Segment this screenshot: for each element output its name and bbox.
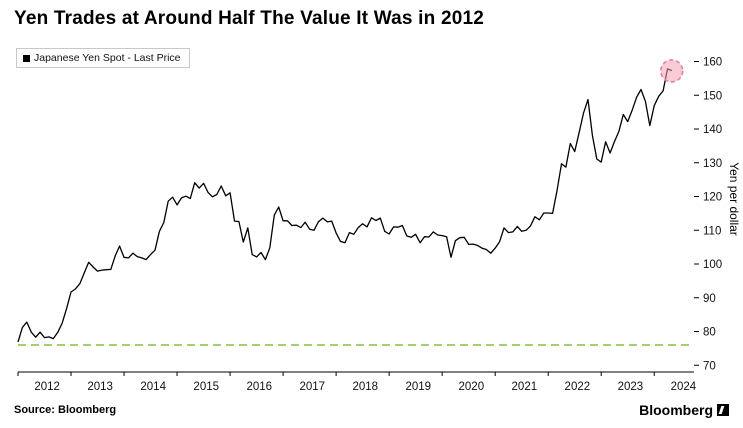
legend: Japanese Yen Spot - Last Price xyxy=(16,48,190,68)
svg-text:2023: 2023 xyxy=(618,381,644,393)
svg-text:70: 70 xyxy=(703,360,716,372)
footer: Source: Bloomberg Bloomberg xyxy=(0,400,743,420)
svg-text:130: 130 xyxy=(703,158,722,170)
svg-text:2022: 2022 xyxy=(565,381,591,393)
svg-text:2024: 2024 xyxy=(671,381,697,393)
svg-text:2020: 2020 xyxy=(459,381,485,393)
bloomberg-mark-icon xyxy=(717,404,729,416)
svg-text:2012: 2012 xyxy=(34,381,60,393)
svg-text:2021: 2021 xyxy=(512,381,538,393)
svg-text:2016: 2016 xyxy=(246,381,272,393)
svg-text:90: 90 xyxy=(703,293,716,305)
legend-label: Japanese Yen Spot - Last Price xyxy=(34,52,181,64)
svg-text:80: 80 xyxy=(703,327,716,339)
svg-text:2015: 2015 xyxy=(193,381,219,393)
svg-text:2018: 2018 xyxy=(352,381,378,393)
svg-text:110: 110 xyxy=(703,225,721,237)
bloomberg-wordmark: Bloomberg xyxy=(639,402,713,418)
source-label: Source: Bloomberg xyxy=(14,404,117,416)
chart-svg: 2012 2013 2014 2015 2016 2017 2018 2019 2020 2021… xyxy=(17,57,722,393)
svg-text:2017: 2017 xyxy=(299,381,325,393)
svg-text:150: 150 xyxy=(703,90,722,102)
svg-text:120: 120 xyxy=(703,192,722,204)
svg-text:2013: 2013 xyxy=(87,381,113,393)
legend-swatch-icon xyxy=(23,54,30,62)
svg-text:2014: 2014 xyxy=(140,381,166,393)
svg-text:2019: 2019 xyxy=(406,381,432,393)
chart-title: Yen Trades at Around Half The Value It W… xyxy=(14,8,485,29)
svg-text:100: 100 xyxy=(703,259,722,271)
y-axis-title: Yen per dollar xyxy=(727,162,741,236)
svg-text:160: 160 xyxy=(703,57,722,69)
bloomberg-logo: Bloomberg xyxy=(639,402,729,418)
svg-text:140: 140 xyxy=(703,124,722,136)
